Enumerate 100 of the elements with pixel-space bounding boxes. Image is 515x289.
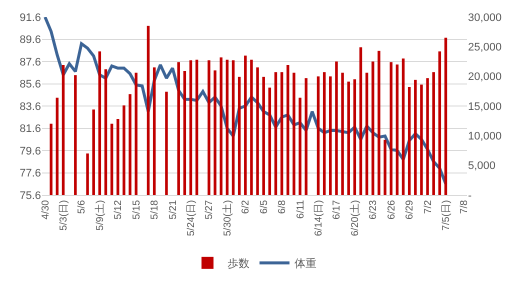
bar	[177, 62, 180, 195]
bar	[329, 76, 332, 195]
bar	[250, 60, 253, 195]
bar	[62, 65, 65, 195]
bar	[50, 124, 52, 195]
x-tick-label: 6/26	[386, 200, 398, 220]
y2-tick-label: -	[468, 190, 472, 202]
bar	[432, 72, 435, 195]
bar	[268, 88, 272, 195]
x-tick-label: 6/29	[404, 200, 416, 220]
y-tick-label: 83.6	[20, 100, 41, 113]
bar	[56, 98, 59, 195]
bar	[86, 153, 89, 195]
y-tick-label: 77.6	[20, 168, 41, 180]
bar	[122, 105, 126, 195]
bar	[128, 94, 132, 195]
bar	[286, 65, 290, 195]
y2-tick-label: 20,000	[468, 71, 502, 84]
x-tick-label: 7/5(日)	[441, 200, 452, 231]
bar	[244, 56, 247, 195]
x-tick-label: 6/20(土)	[348, 200, 361, 236]
bar	[420, 84, 423, 195]
bar	[378, 50, 380, 195]
y2-tick-label: 10,000	[468, 130, 502, 143]
x-tick-label: 6/14(日)	[314, 200, 324, 236]
bar	[116, 119, 120, 195]
bar	[195, 60, 198, 195]
bar	[165, 92, 168, 195]
x-tick-label: 7/2	[422, 200, 434, 214]
bar	[335, 62, 338, 195]
bar	[426, 78, 429, 195]
legend-label: 歩数	[228, 257, 250, 270]
y-tick-label: 81.6	[20, 123, 41, 136]
y-tick-label: 75.6	[20, 190, 41, 202]
x-tick-label: 5/3(日)	[58, 200, 70, 231]
bar	[372, 62, 374, 195]
bar	[183, 70, 186, 195]
bar	[384, 140, 386, 195]
x-tick-label: 6/17	[332, 200, 343, 220]
x-tick-label: 6/2	[240, 200, 252, 214]
bar	[110, 124, 114, 195]
bar	[152, 67, 156, 195]
bar	[274, 72, 278, 195]
bar	[444, 38, 448, 195]
bar	[359, 47, 362, 195]
bar	[226, 60, 229, 195]
bar	[347, 82, 350, 195]
bar	[280, 72, 284, 195]
x-tick-label: 5/24(日)	[186, 200, 197, 236]
bar	[292, 72, 296, 195]
bar	[232, 60, 235, 195]
bar	[408, 87, 411, 195]
bar	[146, 26, 150, 195]
bar	[414, 80, 417, 195]
x-tick-label: 6/8	[277, 200, 288, 214]
bar	[208, 60, 210, 195]
y-tick-label: 87.6	[20, 56, 41, 68]
bar	[341, 72, 344, 195]
bar	[322, 72, 326, 195]
x-tick-label: 7/8	[459, 200, 470, 214]
bar	[438, 51, 442, 195]
y-tick-label: 79.6	[20, 145, 41, 158]
bar	[390, 62, 392, 195]
bar	[104, 69, 108, 195]
x-tick-label: 4/30	[40, 200, 52, 220]
bar	[316, 76, 320, 195]
bar	[220, 57, 222, 195]
x-tick-label: 6/23	[368, 200, 380, 220]
y2-tick-label: 30,000	[468, 12, 502, 24]
x-tick-label: 5/15	[131, 200, 142, 220]
x-tick-label: 5/18	[150, 200, 161, 220]
bar	[396, 64, 399, 195]
x-tick-label: 5/6	[76, 200, 88, 214]
bar	[189, 60, 192, 195]
x-tick-label: 6/5	[258, 200, 270, 214]
bar	[214, 70, 216, 195]
bar	[304, 78, 308, 195]
bar	[134, 72, 138, 195]
y2-tick-label: 15,000	[468, 100, 502, 113]
bar	[353, 79, 356, 195]
x-tick-label: 5/12	[113, 200, 124, 220]
bar	[262, 76, 265, 195]
x-tick-label: 5/21	[168, 200, 179, 220]
legend-label: 体重	[294, 257, 316, 270]
y2-tick-label: 25,000	[468, 42, 502, 54]
y-tick-label: 85.6	[20, 78, 41, 91]
y-tick-label: 91.6	[20, 12, 41, 24]
bar	[298, 98, 302, 195]
x-tick-label: 6/11	[295, 200, 306, 219]
bar	[98, 51, 102, 195]
x-tick-label: 5/9(土)	[94, 200, 106, 231]
x-tick-label: 5/27	[204, 200, 216, 220]
bar	[402, 58, 405, 195]
bar	[365, 72, 368, 195]
bar	[238, 76, 241, 195]
bar	[92, 110, 95, 195]
x-tick-label: 5/30(土)	[221, 200, 234, 236]
y2-tick-label: 5,000	[468, 160, 496, 172]
y-tick-label: 89.6	[20, 34, 41, 46]
bar	[74, 75, 77, 195]
